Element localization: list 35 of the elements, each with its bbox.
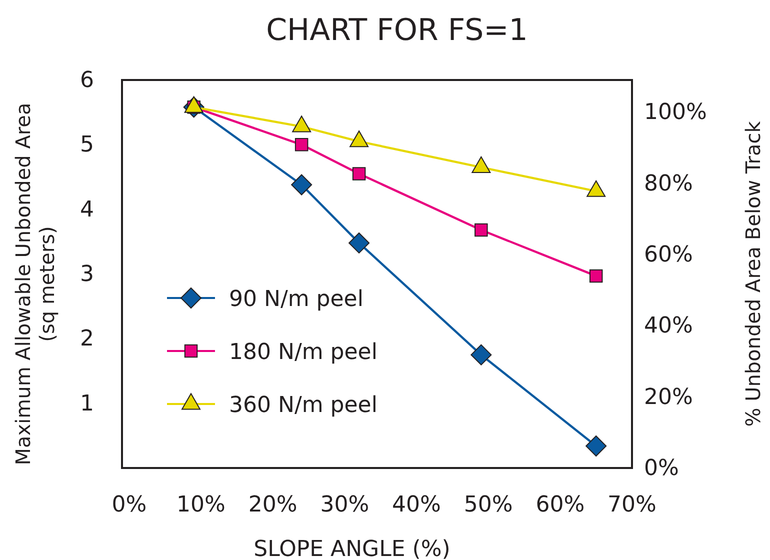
x-tick-label: 0%	[112, 492, 147, 518]
y-tick-label: 2	[80, 326, 94, 352]
point	[348, 232, 370, 254]
point	[586, 436, 607, 457]
chart-title: CHART FOR FS=1	[266, 13, 528, 48]
y-tick-label: 4	[80, 197, 94, 222]
y2-tick-label: 40%	[644, 314, 693, 339]
y-tick-label: 1	[80, 391, 94, 416]
legend-label: 180 N/m peel	[229, 340, 378, 365]
x-tick-label: 50%	[464, 492, 513, 518]
x-tick-label: 20%	[248, 492, 298, 518]
y2-tick-label: 20%	[644, 384, 693, 410]
point	[589, 269, 603, 283]
x-tick-label: 60%	[536, 492, 585, 518]
legend-label: 360 N/m peel	[229, 393, 378, 418]
y2-tick-label: 100%	[644, 100, 707, 126]
y-axis-title: Maximum Allowable Unbonded Area (sq meters)	[11, 102, 59, 466]
x-tick-label: 70%	[608, 492, 656, 518]
y-tick-label: 5	[80, 132, 94, 158]
y2-tick-label: 80%	[644, 171, 693, 196]
x-tick-label: 40%	[392, 492, 441, 518]
y-tick-label: 6	[80, 68, 94, 94]
y2-axis-title: % Unbonded Area Below Track	[741, 120, 765, 427]
point	[294, 138, 308, 152]
point	[474, 223, 488, 237]
point	[352, 167, 366, 180]
y2-tick-label: 0%	[644, 456, 679, 482]
y-tick-label: 3	[80, 262, 94, 288]
x-tick-label: 30%	[320, 492, 370, 518]
y2-tick-label: 60%	[644, 242, 693, 268]
x-axis-title: SLOPE ANGLE (%)	[254, 537, 450, 560]
legend-label: 90 N/m peel	[229, 287, 364, 312]
point	[291, 174, 312, 196]
x-tick-label: 10%	[176, 492, 226, 518]
point	[470, 344, 492, 366]
